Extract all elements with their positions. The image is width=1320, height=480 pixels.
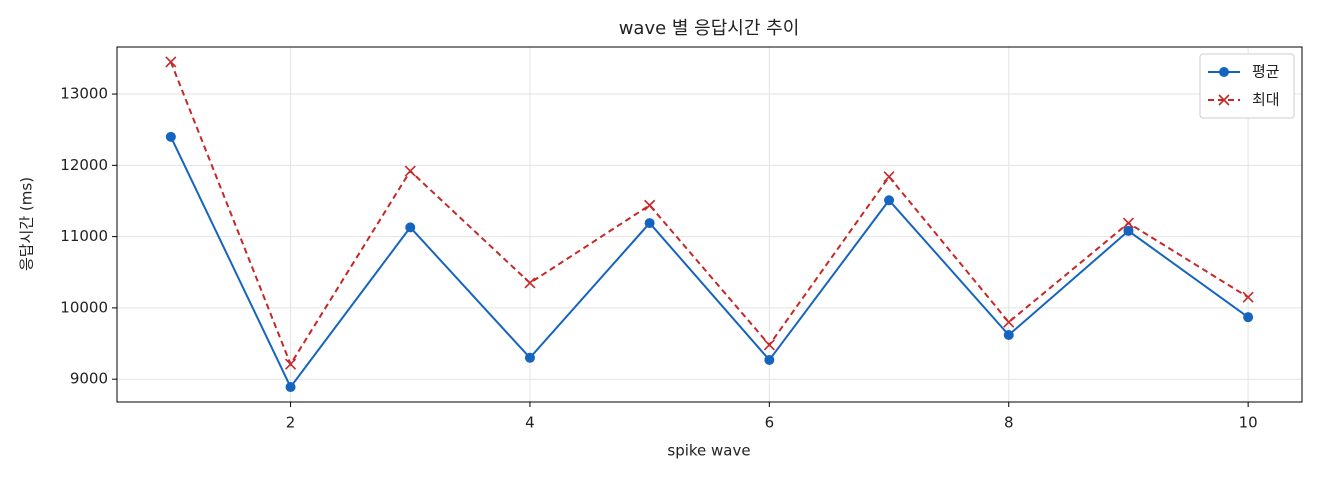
- x-tick-label: 2: [286, 414, 296, 432]
- marker: [524, 277, 536, 289]
- y-tick-label: 13000: [60, 85, 108, 103]
- series-line: [169, 136, 1249, 389]
- legend-label: 최대: [1252, 91, 1280, 109]
- y-tick-label: 11000: [60, 227, 108, 245]
- legend-box: [1199, 53, 1295, 119]
- marker: [1243, 312, 1254, 323]
- marker: [1122, 217, 1135, 229]
- marker: [1242, 291, 1254, 303]
- marker: [165, 131, 176, 142]
- legend-label: 평균: [1252, 63, 1280, 81]
- marker: [1123, 225, 1134, 236]
- marker: [405, 222, 416, 233]
- marker: [764, 354, 775, 365]
- y-axis-label: 응답시간 (ms): [18, 177, 36, 271]
- x-tick-label: 10: [1239, 414, 1258, 432]
- y-tick-label: 10000: [60, 298, 108, 316]
- x-tick-label: 8: [1004, 414, 1014, 432]
- marker: [285, 382, 296, 393]
- marker: [763, 339, 775, 351]
- x-axis-label: spike wave: [667, 442, 750, 460]
- marker: [644, 218, 655, 229]
- y-tick-label: 12000: [60, 156, 108, 174]
- marker: [883, 171, 895, 183]
- chart-title: wave 별 응답시간 추이: [619, 18, 800, 39]
- marker: [404, 165, 416, 177]
- x-tick-label: 6: [765, 414, 775, 432]
- series-line: [169, 61, 1249, 367]
- marker: [1003, 316, 1015, 328]
- marker: [524, 352, 535, 363]
- plot-frame: [116, 46, 1303, 403]
- marker: [644, 199, 656, 211]
- marker: [1003, 329, 1014, 340]
- marker: [1218, 94, 1230, 106]
- x-tick-label: 4: [525, 414, 535, 432]
- y-tick-label: 9000: [70, 370, 108, 388]
- marker: [1219, 67, 1229, 77]
- marker: [165, 56, 177, 68]
- marker: [884, 195, 895, 206]
- marker: [284, 358, 297, 370]
